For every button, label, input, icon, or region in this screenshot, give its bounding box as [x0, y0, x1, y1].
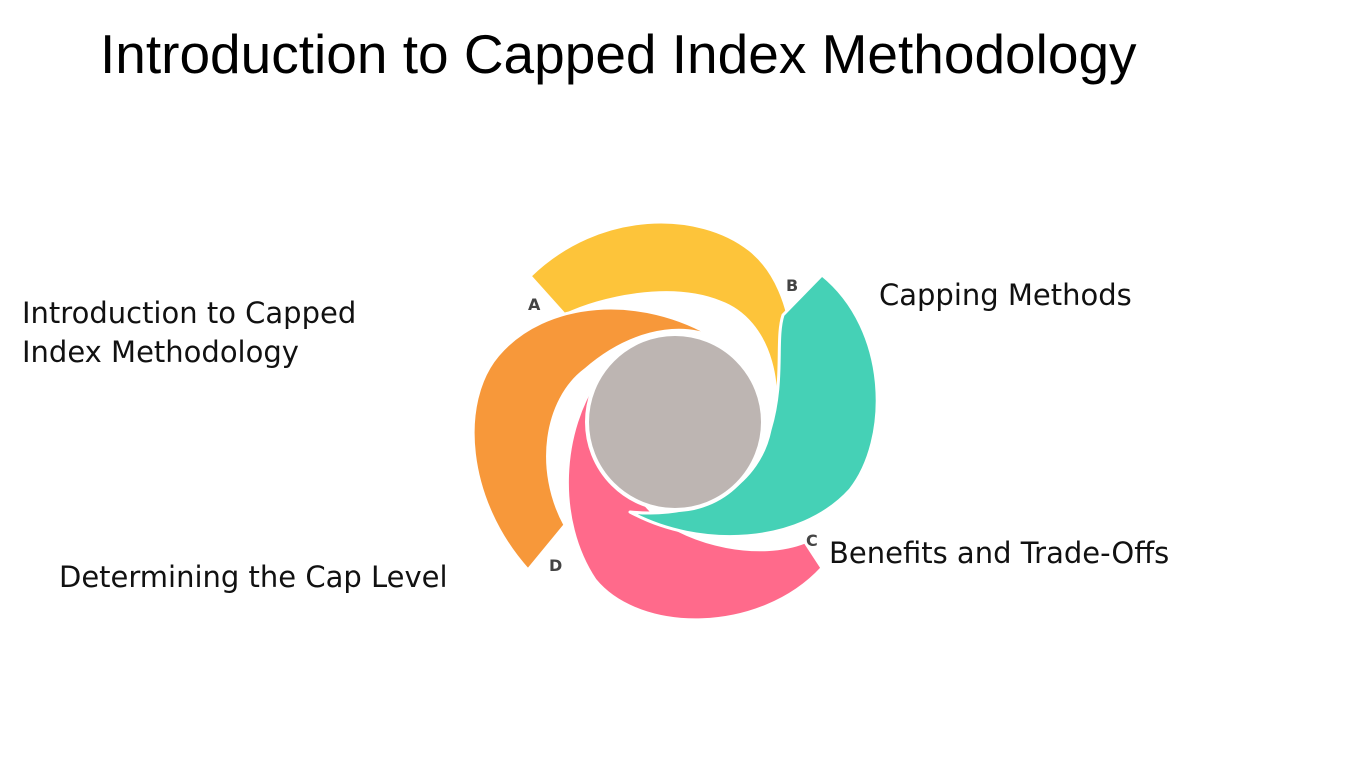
blade-d — [471, 306, 718, 572]
item-a-label-line-2: Index Methodology — [22, 335, 299, 369]
blade-c-letter: C — [806, 531, 818, 550]
item-d-label: Determining the Cap Level — [59, 558, 448, 597]
center-hub — [585, 332, 765, 512]
blade-a-letter: A — [528, 295, 541, 314]
item-d-label-line-1: Determining the Cap Level — [59, 560, 448, 594]
item-b-label-line-1: Capping Methods — [879, 278, 1132, 312]
item-a-label: Introduction to Capped Index Methodology — [22, 294, 356, 372]
blade-b-letter: B — [786, 276, 798, 295]
item-c-label: Benefits and Trade-Offs — [829, 534, 1169, 573]
slide-title: Introduction to Capped Index Methodology — [100, 23, 1137, 85]
item-c-label-line-1: Benefits and Trade-Offs — [829, 536, 1170, 570]
item-a-label-line-1: Introduction to Capped — [22, 296, 357, 330]
blade-d-letter: D — [549, 556, 562, 575]
item-b-label: Capping Methods — [879, 276, 1132, 315]
blade-b — [628, 273, 879, 539]
